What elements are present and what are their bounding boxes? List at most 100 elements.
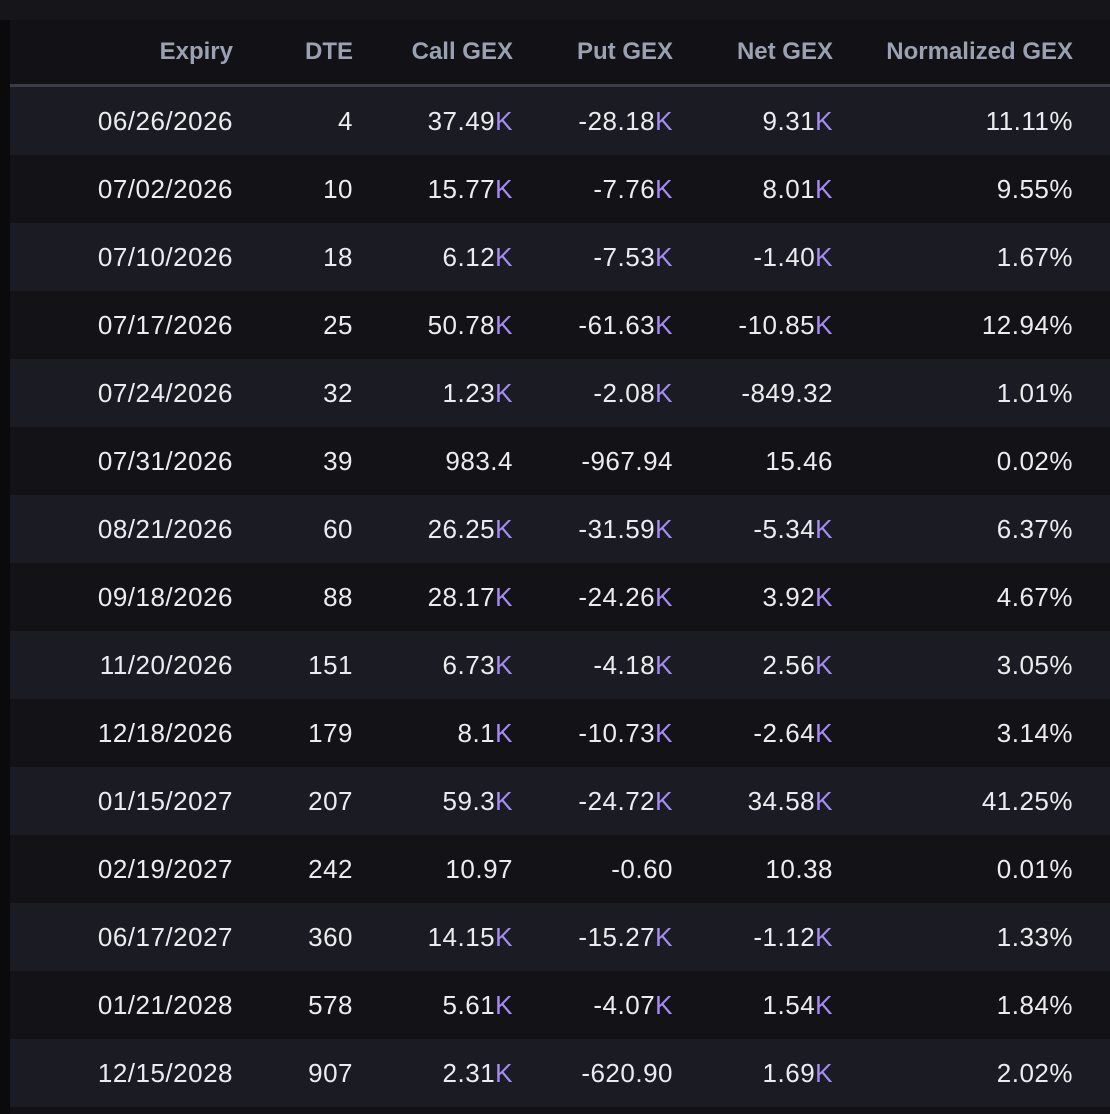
value-unit: K bbox=[655, 922, 673, 952]
cell-expiry: 12/18/2026 bbox=[97, 718, 233, 748]
cell-normalized-gex: 2.02% bbox=[996, 1058, 1073, 1088]
left-edge bbox=[0, 20, 10, 1114]
value-number: 15.46 bbox=[765, 446, 833, 476]
cell-call-gex: 1.23K bbox=[353, 359, 513, 427]
table-row[interactable]: 06/26/2026 4 37.49K -28.18K 9.31K 11.11% bbox=[10, 87, 1110, 155]
value-unit: K bbox=[815, 242, 833, 272]
value-number: 50.78 bbox=[427, 310, 496, 340]
cell-call-gex: 14.15K bbox=[353, 903, 513, 971]
value-number: 10.38 bbox=[765, 854, 833, 884]
value-unit: K bbox=[815, 514, 833, 544]
cell-put-gex: -31.59K bbox=[513, 495, 673, 563]
table-row[interactable]: 09/18/2026 88 28.17K -24.26K 3.92K 4.67% bbox=[10, 563, 1110, 631]
table-row[interactable]: 07/17/2026 25 50.78K -61.63K -10.85K 12.94% bbox=[10, 291, 1110, 359]
cell-call-gex: 2.31K bbox=[353, 1039, 513, 1107]
table-row[interactable]: 02/19/2027 242 10.97 -0.60 10.38 0.01% bbox=[10, 835, 1110, 903]
cell-call-gex: 15.77K bbox=[353, 155, 513, 223]
value-unit: K bbox=[655, 786, 673, 816]
cell-expiry: 09/18/2026 bbox=[97, 582, 233, 612]
cell-expiry: 06/26/2026 bbox=[97, 106, 233, 136]
cell-normalized-gex: 41.25% bbox=[981, 786, 1073, 816]
cell-put-gex: -61.63K bbox=[513, 291, 673, 359]
table-row[interactable]: 07/10/2026 18 6.12K -7.53K -1.40K 1.67% bbox=[10, 223, 1110, 291]
table-row[interactable]: 07/24/2026 32 1.23K -2.08K -849.32 1.01% bbox=[10, 359, 1110, 427]
cell-expiry: 07/10/2026 bbox=[97, 242, 233, 272]
cell-dte: 10 bbox=[323, 174, 353, 204]
value-number: -7.76 bbox=[593, 174, 656, 204]
table-row[interactable]: 07/02/2026 10 15.77K -7.76K 8.01K 9.55% bbox=[10, 155, 1110, 223]
cell-net-gex: 1.69K bbox=[673, 1039, 833, 1107]
cell-normalized-gex: 1.67% bbox=[996, 242, 1073, 272]
value-number: 983.4 bbox=[445, 446, 513, 476]
value-unit: K bbox=[815, 718, 833, 748]
cell-put-gex: -15.27K bbox=[513, 903, 673, 971]
table-row[interactable]: 01/21/2028 578 5.61K -4.07K 1.54K 1.84% bbox=[10, 971, 1110, 1039]
column-header-expiry[interactable]: Expiry bbox=[159, 38, 233, 65]
table-row[interactable]: 06/17/2027 360 14.15K -15.27K -1.12K 1.33% bbox=[10, 903, 1110, 971]
column-header-dte[interactable]: DTE bbox=[305, 38, 353, 65]
cell-expiry: 01/21/2028 bbox=[97, 990, 233, 1020]
value-number: 15.77 bbox=[427, 174, 496, 204]
value-number: 14.15 bbox=[427, 922, 496, 952]
value-number: 34.58 bbox=[747, 786, 816, 816]
cell-net-gex: 34.58K bbox=[673, 767, 833, 835]
value-number: -7.53 bbox=[593, 242, 656, 272]
value-unit: K bbox=[495, 582, 513, 612]
table-row[interactable]: 12/18/2026 179 8.1K -10.73K -2.64K 3.14% bbox=[10, 699, 1110, 767]
cell-expiry: 12/15/2028 bbox=[97, 1058, 233, 1088]
cell-net-gex: -849.32 bbox=[673, 359, 833, 427]
value-number: 10.97 bbox=[445, 854, 513, 884]
cell-net-gex: 2.56K bbox=[673, 631, 833, 699]
value-number: -28.18 bbox=[578, 106, 656, 136]
table-row[interactable]: 12/15/2028 907 2.31K -620.90 1.69K 2.02% bbox=[10, 1039, 1110, 1107]
value-unit: K bbox=[495, 650, 513, 680]
value-number: 28.17 bbox=[427, 582, 496, 612]
cell-put-gex: -24.26K bbox=[513, 563, 673, 631]
cell-put-gex: -967.94 bbox=[513, 427, 673, 495]
table-row[interactable]: 08/21/2026 60 26.25K -31.59K -5.34K 6.37% bbox=[10, 495, 1110, 563]
cell-normalized-gex: 0.01% bbox=[996, 854, 1073, 884]
cell-dte: 151 bbox=[308, 650, 353, 680]
cell-call-gex: 983.4 bbox=[353, 427, 513, 495]
value-number: -1.40 bbox=[753, 242, 816, 272]
cell-call-gex: 10.97 bbox=[353, 835, 513, 903]
cell-normalized-gex: 12.94% bbox=[981, 310, 1073, 340]
cell-dte: 4 bbox=[338, 106, 353, 136]
cell-normalized-gex: 11.11% bbox=[985, 106, 1073, 136]
column-header-call-gex[interactable]: Call GEX bbox=[411, 38, 513, 65]
column-header-put-gex[interactable]: Put GEX bbox=[576, 38, 673, 65]
value-number: -15.27 bbox=[578, 922, 656, 952]
cell-normalized-gex: 0.02% bbox=[996, 446, 1073, 476]
value-number: 6.12 bbox=[442, 242, 496, 272]
cell-net-gex: 1.54K bbox=[673, 971, 833, 1039]
table-row[interactable]: 01/15/2027 207 59.3K -24.72K 34.58K 41.25% bbox=[10, 767, 1110, 835]
value-number: -10.85 bbox=[738, 310, 816, 340]
value-unit: K bbox=[655, 650, 673, 680]
value-number: 3.92 bbox=[762, 582, 816, 612]
column-header-normalized-gex[interactable]: Normalized GEX bbox=[886, 38, 1073, 65]
value-unit: K bbox=[495, 378, 513, 408]
cell-call-gex: 59.3K bbox=[353, 767, 513, 835]
cell-call-gex: 5.61K bbox=[353, 971, 513, 1039]
value-number: -24.72 bbox=[578, 786, 656, 816]
value-number: 8.1 bbox=[457, 718, 496, 748]
cell-call-gex: 6.12K bbox=[353, 223, 513, 291]
value-unit: K bbox=[495, 514, 513, 544]
value-number: -24.26 bbox=[578, 582, 656, 612]
table-row[interactable]: 11/20/2026 151 6.73K -4.18K 2.56K 3.05% bbox=[10, 631, 1110, 699]
cell-put-gex: -4.07K bbox=[513, 971, 673, 1039]
cell-normalized-gex: 4.67% bbox=[996, 582, 1073, 612]
value-unit: K bbox=[495, 310, 513, 340]
table-row[interactable]: 07/31/2026 39 983.4 -967.94 15.46 0.02% bbox=[10, 427, 1110, 495]
cell-dte: 207 bbox=[308, 786, 353, 816]
value-number: -2.08 bbox=[593, 378, 656, 408]
cell-net-gex: -5.34K bbox=[673, 495, 833, 563]
value-number: -2.64 bbox=[753, 718, 816, 748]
cell-put-gex: -2.08K bbox=[513, 359, 673, 427]
value-unit: K bbox=[815, 310, 833, 340]
column-header-net-gex[interactable]: Net GEX bbox=[736, 38, 833, 65]
value-number: 59.3 bbox=[442, 786, 496, 816]
value-unit: K bbox=[495, 922, 513, 952]
cell-dte: 25 bbox=[323, 310, 353, 340]
